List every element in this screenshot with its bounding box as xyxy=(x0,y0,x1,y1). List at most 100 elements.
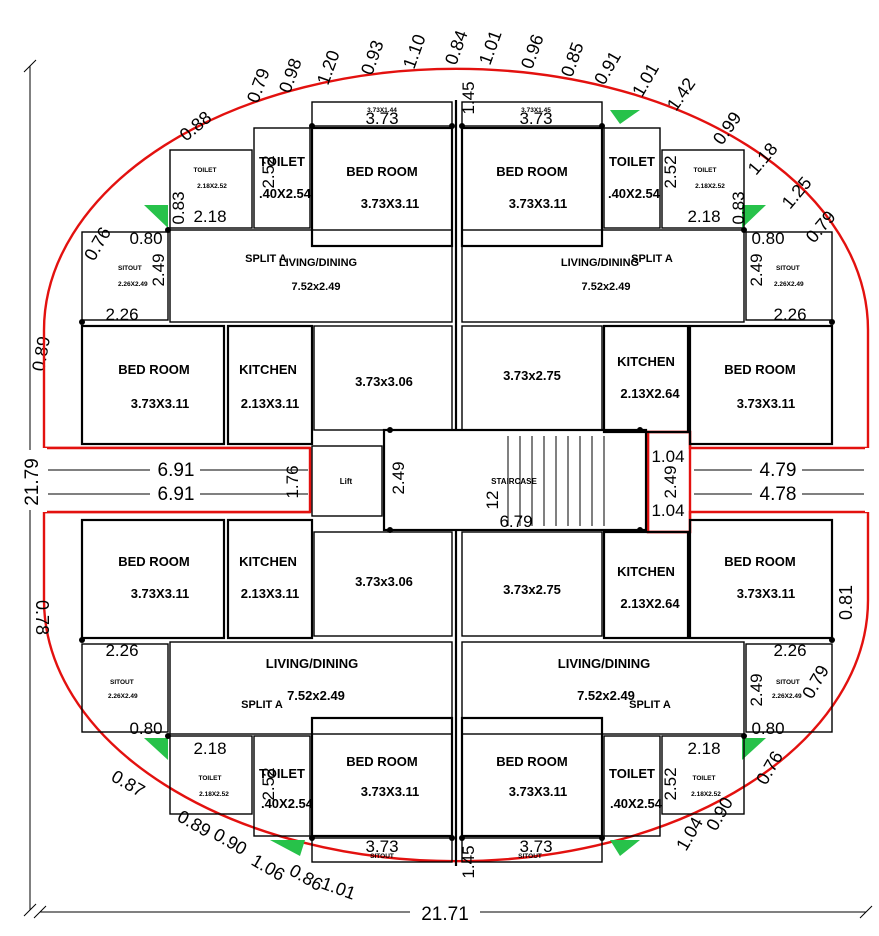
arc-top-12: 0.99 xyxy=(709,108,745,148)
arc-top-9: 0.91 xyxy=(590,48,625,88)
dim-080-tr: 0.80 xyxy=(751,229,784,248)
kitchen-br-label: KITCHEN xyxy=(617,564,675,579)
lift-height: 2.49 xyxy=(389,461,408,494)
arc-left-5: 0.90 xyxy=(210,824,250,859)
dim-373-tr: 3.73 xyxy=(519,109,552,128)
right-dim-b: 2.49 xyxy=(661,465,680,498)
sitout-br-size: 2.26X2.49 xyxy=(772,693,802,700)
bedroom-tl-label: BED ROOM xyxy=(346,164,418,179)
dim-252-bl: 2.52 xyxy=(259,767,278,800)
kitchen-mr-label: KITCHEN xyxy=(617,354,675,369)
dim-249-tl: 2.49 xyxy=(149,253,168,286)
sitout-bl: SITOUT xyxy=(110,679,134,686)
arc-top-4: 1.10 xyxy=(399,32,430,72)
sitout-l: SITOUT xyxy=(118,265,142,272)
small-toilet-bl-size: 2.18X2.52 xyxy=(199,791,229,798)
hall-ml-size: 3.73x3.06 xyxy=(355,374,413,389)
arc-top-14: 1.25 xyxy=(778,173,816,213)
arc-left-0: 0.88 xyxy=(176,107,216,145)
lift-label: Lift xyxy=(340,477,353,486)
dim-080-br: 0.80 xyxy=(751,719,784,738)
arc-top-7: 0.96 xyxy=(517,32,548,72)
toilet-br-size: .40X2.54 xyxy=(610,796,663,811)
sitout-r-size: 2.26X2.49 xyxy=(774,281,804,288)
dim-226-tr: 2.26 xyxy=(773,305,806,324)
dim-083-tl: 0.83 xyxy=(169,191,188,224)
arc-left-8: 1.01 xyxy=(319,873,359,904)
bedroom-mr-size: 3.73X3.11 xyxy=(737,396,796,411)
dim-218-br: 2.18 xyxy=(687,739,720,758)
living-bl: LIVING/DINING xyxy=(266,656,358,671)
bedroom-br2-label: BED ROOM xyxy=(496,754,568,769)
kitchen-ml-size: 2.13X3.11 xyxy=(241,396,300,411)
sitout-r: SITOUT xyxy=(776,265,800,272)
toilet-tl-label: TOILET xyxy=(259,154,305,169)
arc-left-4: 0.89 xyxy=(174,806,214,841)
dim-083-tr: 0.83 xyxy=(729,191,748,224)
toilet-tr-size: .40X2.54 xyxy=(608,186,661,201)
overall-height: 21.79 xyxy=(22,458,43,506)
dim-252-tr: 2.52 xyxy=(661,155,680,188)
living-bl-size: 7.52x2.49 xyxy=(287,688,345,703)
dim-373-t: 3.73 xyxy=(365,109,398,128)
side-dim-left: 0.89 xyxy=(28,335,54,373)
lift-gap-dim: 1.76 xyxy=(283,465,302,498)
stair-dim-b: 6.79 xyxy=(499,512,532,531)
rooms-top: BED ROOM 3.73X3.11 BED ROOM 3.73X3.11 TO… xyxy=(118,107,804,411)
arc-left-3: 0.87 xyxy=(108,766,148,801)
arc-top-11: 1.42 xyxy=(663,74,699,114)
arc-top-6: 1.01 xyxy=(475,28,506,68)
arc-top-8: 0.85 xyxy=(557,40,588,80)
dim-145-t: 1.45 xyxy=(459,81,478,114)
kitchen-bl-size: 2.13X3.11 xyxy=(241,586,300,601)
small-toilet-bl: TOILET xyxy=(199,775,222,782)
sitout-top-l-size: 3.73X1.44 xyxy=(367,107,397,114)
core: Lift 2.49 STAIRCASE 12 6.79 6.91 6.91 1.… xyxy=(48,447,864,531)
dim-226-tl: 2.26 xyxy=(105,305,138,324)
bedroom-ml-label: BED ROOM xyxy=(118,362,190,377)
overall-width: 21.71 xyxy=(421,904,469,925)
bedroom-bl-size: 3.73X3.11 xyxy=(131,586,190,601)
arc-top-10: 1.01 xyxy=(628,60,663,100)
arc-left-6: 1.06 xyxy=(248,850,288,885)
living-tl: LIVING/DINING xyxy=(279,257,357,269)
small-toilet-tr: TOILET xyxy=(694,167,717,174)
arc-right-1: 0.79 xyxy=(798,662,833,702)
arc-top-2: 1.20 xyxy=(313,48,344,88)
right-dim-a: 1.04 xyxy=(651,447,684,466)
hall-br-size: 3.73x2.75 xyxy=(503,582,561,597)
dim-080-tl: 0.80 xyxy=(129,229,162,248)
arc-left-1: 0.76 xyxy=(80,224,115,264)
living-tr-size: 7.52x2.49 xyxy=(582,281,631,293)
overall-dimensions: 21.71 21.79 0.89 xyxy=(18,59,873,925)
living-tr: LIVING/DINING xyxy=(561,257,639,269)
dim-218-tl: 2.18 xyxy=(193,207,226,226)
arc-right-2: 0.76 xyxy=(752,748,787,788)
staircase-label: STAIRCASE xyxy=(491,477,537,486)
bedroom-tl-size: 3.73X3.11 xyxy=(361,196,420,211)
sitout-bottom-r: SITOUT xyxy=(518,853,542,860)
arc-dims-side: 0.88 0.76 0.78 0.87 0.89 0.90 1.06 0.86 … xyxy=(32,107,856,904)
bedroom-br-size: 3.73X3.11 xyxy=(737,586,796,601)
split-bl: SPLIT A xyxy=(241,699,283,711)
dim-373-br: 3.73 xyxy=(519,837,552,856)
dim-145-b: 1.45 xyxy=(459,845,478,878)
kitchen-bl-label: KITCHEN xyxy=(239,554,297,569)
sitout-br: SITOUT xyxy=(776,679,800,686)
right-dim-bottom: 4.78 xyxy=(760,484,797,505)
arc-top-13: 1.18 xyxy=(744,139,782,179)
bedroom-br-label: BED ROOM xyxy=(724,554,796,569)
dim-373-b: 3.73 xyxy=(365,837,398,856)
right-dim-c: 1.04 xyxy=(651,501,684,520)
bedroom-bl2-size: 3.73X3.11 xyxy=(361,784,420,799)
rooms-bottom: BED ROOM 3.73X3.11 KITCHEN 2.13X3.11 3.7… xyxy=(108,554,802,860)
left-dim-bottom: 6.91 xyxy=(158,484,195,505)
bedroom-bl-label: BED ROOM xyxy=(118,554,190,569)
arc-top-3: 0.93 xyxy=(357,38,388,78)
sitout-l-size: 2.26X2.49 xyxy=(118,281,148,288)
sitout-bl-size: 2.26X2.49 xyxy=(108,693,138,700)
dim-252-tl: 2.52 xyxy=(259,155,278,188)
dim-249-br: 2.49 xyxy=(747,673,766,706)
kitchen-br-size: 2.13X2.64 xyxy=(620,596,680,611)
